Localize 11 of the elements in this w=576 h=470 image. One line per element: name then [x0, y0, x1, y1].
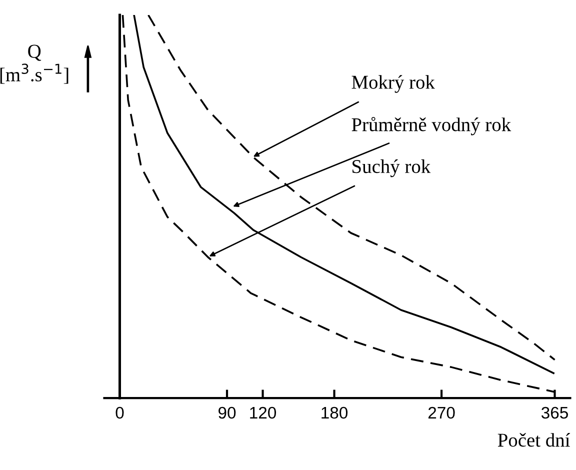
annotation: Průměrně vodný rok — [352, 116, 512, 136]
x-tick-label: 180 — [322, 406, 348, 419]
annotation: Suchý rok — [352, 159, 431, 178]
x-axis-title: Počet dní — [498, 433, 570, 447]
x-tick-label: 90 — [218, 406, 236, 419]
x-tick-label: 120 — [250, 406, 276, 419]
x-tick-label: 365 — [541, 406, 568, 419]
x-tick-label: 270 — [428, 406, 455, 419]
y-axis-title: Q [m$^{3}$.s$^{−1}$] — [0, 44, 68, 84]
x-tick-label: 0 — [116, 406, 124, 419]
annotation: Mokrý rok — [352, 75, 435, 93]
